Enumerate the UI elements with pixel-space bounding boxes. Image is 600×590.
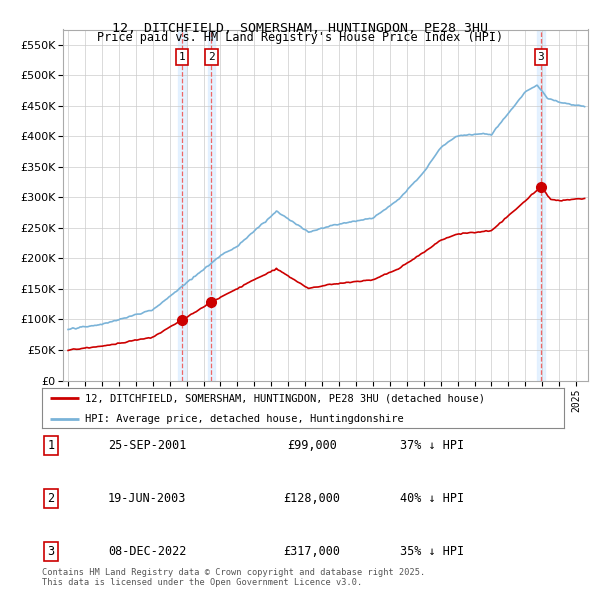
Bar [537, 30, 545, 381]
Text: 35% ↓ HPI: 35% ↓ HPI [400, 545, 464, 558]
Bar [208, 30, 215, 381]
Text: £317,000: £317,000 [284, 545, 341, 558]
Text: 08-DEC-2022: 08-DEC-2022 [108, 545, 186, 558]
Text: £99,000: £99,000 [287, 439, 337, 452]
Text: HPI: Average price, detached house, Huntingdonshire: HPI: Average price, detached house, Hunt… [85, 414, 404, 424]
Text: Contains HM Land Registry data © Crown copyright and database right 2025.
This d: Contains HM Land Registry data © Crown c… [42, 568, 425, 587]
Text: 25-SEP-2001: 25-SEP-2001 [108, 439, 186, 452]
Text: 19-JUN-2003: 19-JUN-2003 [108, 492, 186, 505]
Text: 1: 1 [47, 439, 55, 452]
Bar [178, 30, 186, 381]
Text: 2: 2 [208, 52, 215, 62]
Text: 12, DITCHFIELD, SOMERSHAM, HUNTINGDON, PE28 3HU: 12, DITCHFIELD, SOMERSHAM, HUNTINGDON, P… [112, 22, 488, 35]
Text: 2: 2 [47, 492, 55, 505]
Text: 1: 1 [179, 52, 185, 62]
Text: £128,000: £128,000 [284, 492, 341, 505]
Text: Price paid vs. HM Land Registry's House Price Index (HPI): Price paid vs. HM Land Registry's House … [97, 31, 503, 44]
Text: 37% ↓ HPI: 37% ↓ HPI [400, 439, 464, 452]
Text: 3: 3 [538, 52, 544, 62]
Text: 3: 3 [47, 545, 55, 558]
Text: 40% ↓ HPI: 40% ↓ HPI [400, 492, 464, 505]
Text: 12, DITCHFIELD, SOMERSHAM, HUNTINGDON, PE28 3HU (detached house): 12, DITCHFIELD, SOMERSHAM, HUNTINGDON, P… [85, 394, 485, 404]
